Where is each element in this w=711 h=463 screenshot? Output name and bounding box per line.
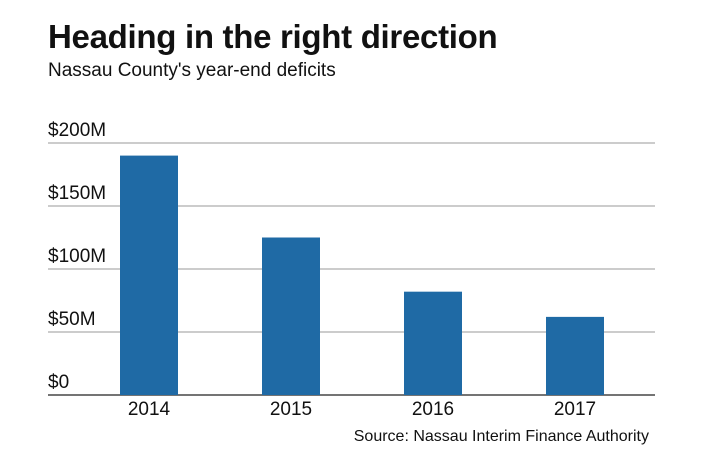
x-tick-label: 2014 [128,399,171,420]
y-tick-label: $50M [48,309,96,330]
x-tick-label: 2016 [412,399,454,420]
bar-2014 [120,155,178,395]
y-tick-label: $0 [48,372,69,393]
chart-subtitle: Nassau County's year-end deficits [48,60,336,81]
y-tick-label: $150M [48,183,106,204]
x-tick-label: 2015 [270,399,312,420]
x-tick-label: 2017 [554,399,596,420]
bar-2016 [404,291,462,395]
bar-2015 [262,237,320,395]
bar-2017 [546,316,604,395]
source-note: Source: Nassau Interim Finance Authority [353,428,649,445]
x-axis-tick-labels: 2014 2015 2016 2017 [128,399,596,420]
chart-title: Heading in the right direction [48,18,498,55]
bars [120,155,604,395]
y-tick-label: $200M [48,120,106,141]
y-tick-label: $100M [48,246,106,267]
y-axis-tick-labels: $0 $50M $100M $150M $200M [48,120,106,393]
